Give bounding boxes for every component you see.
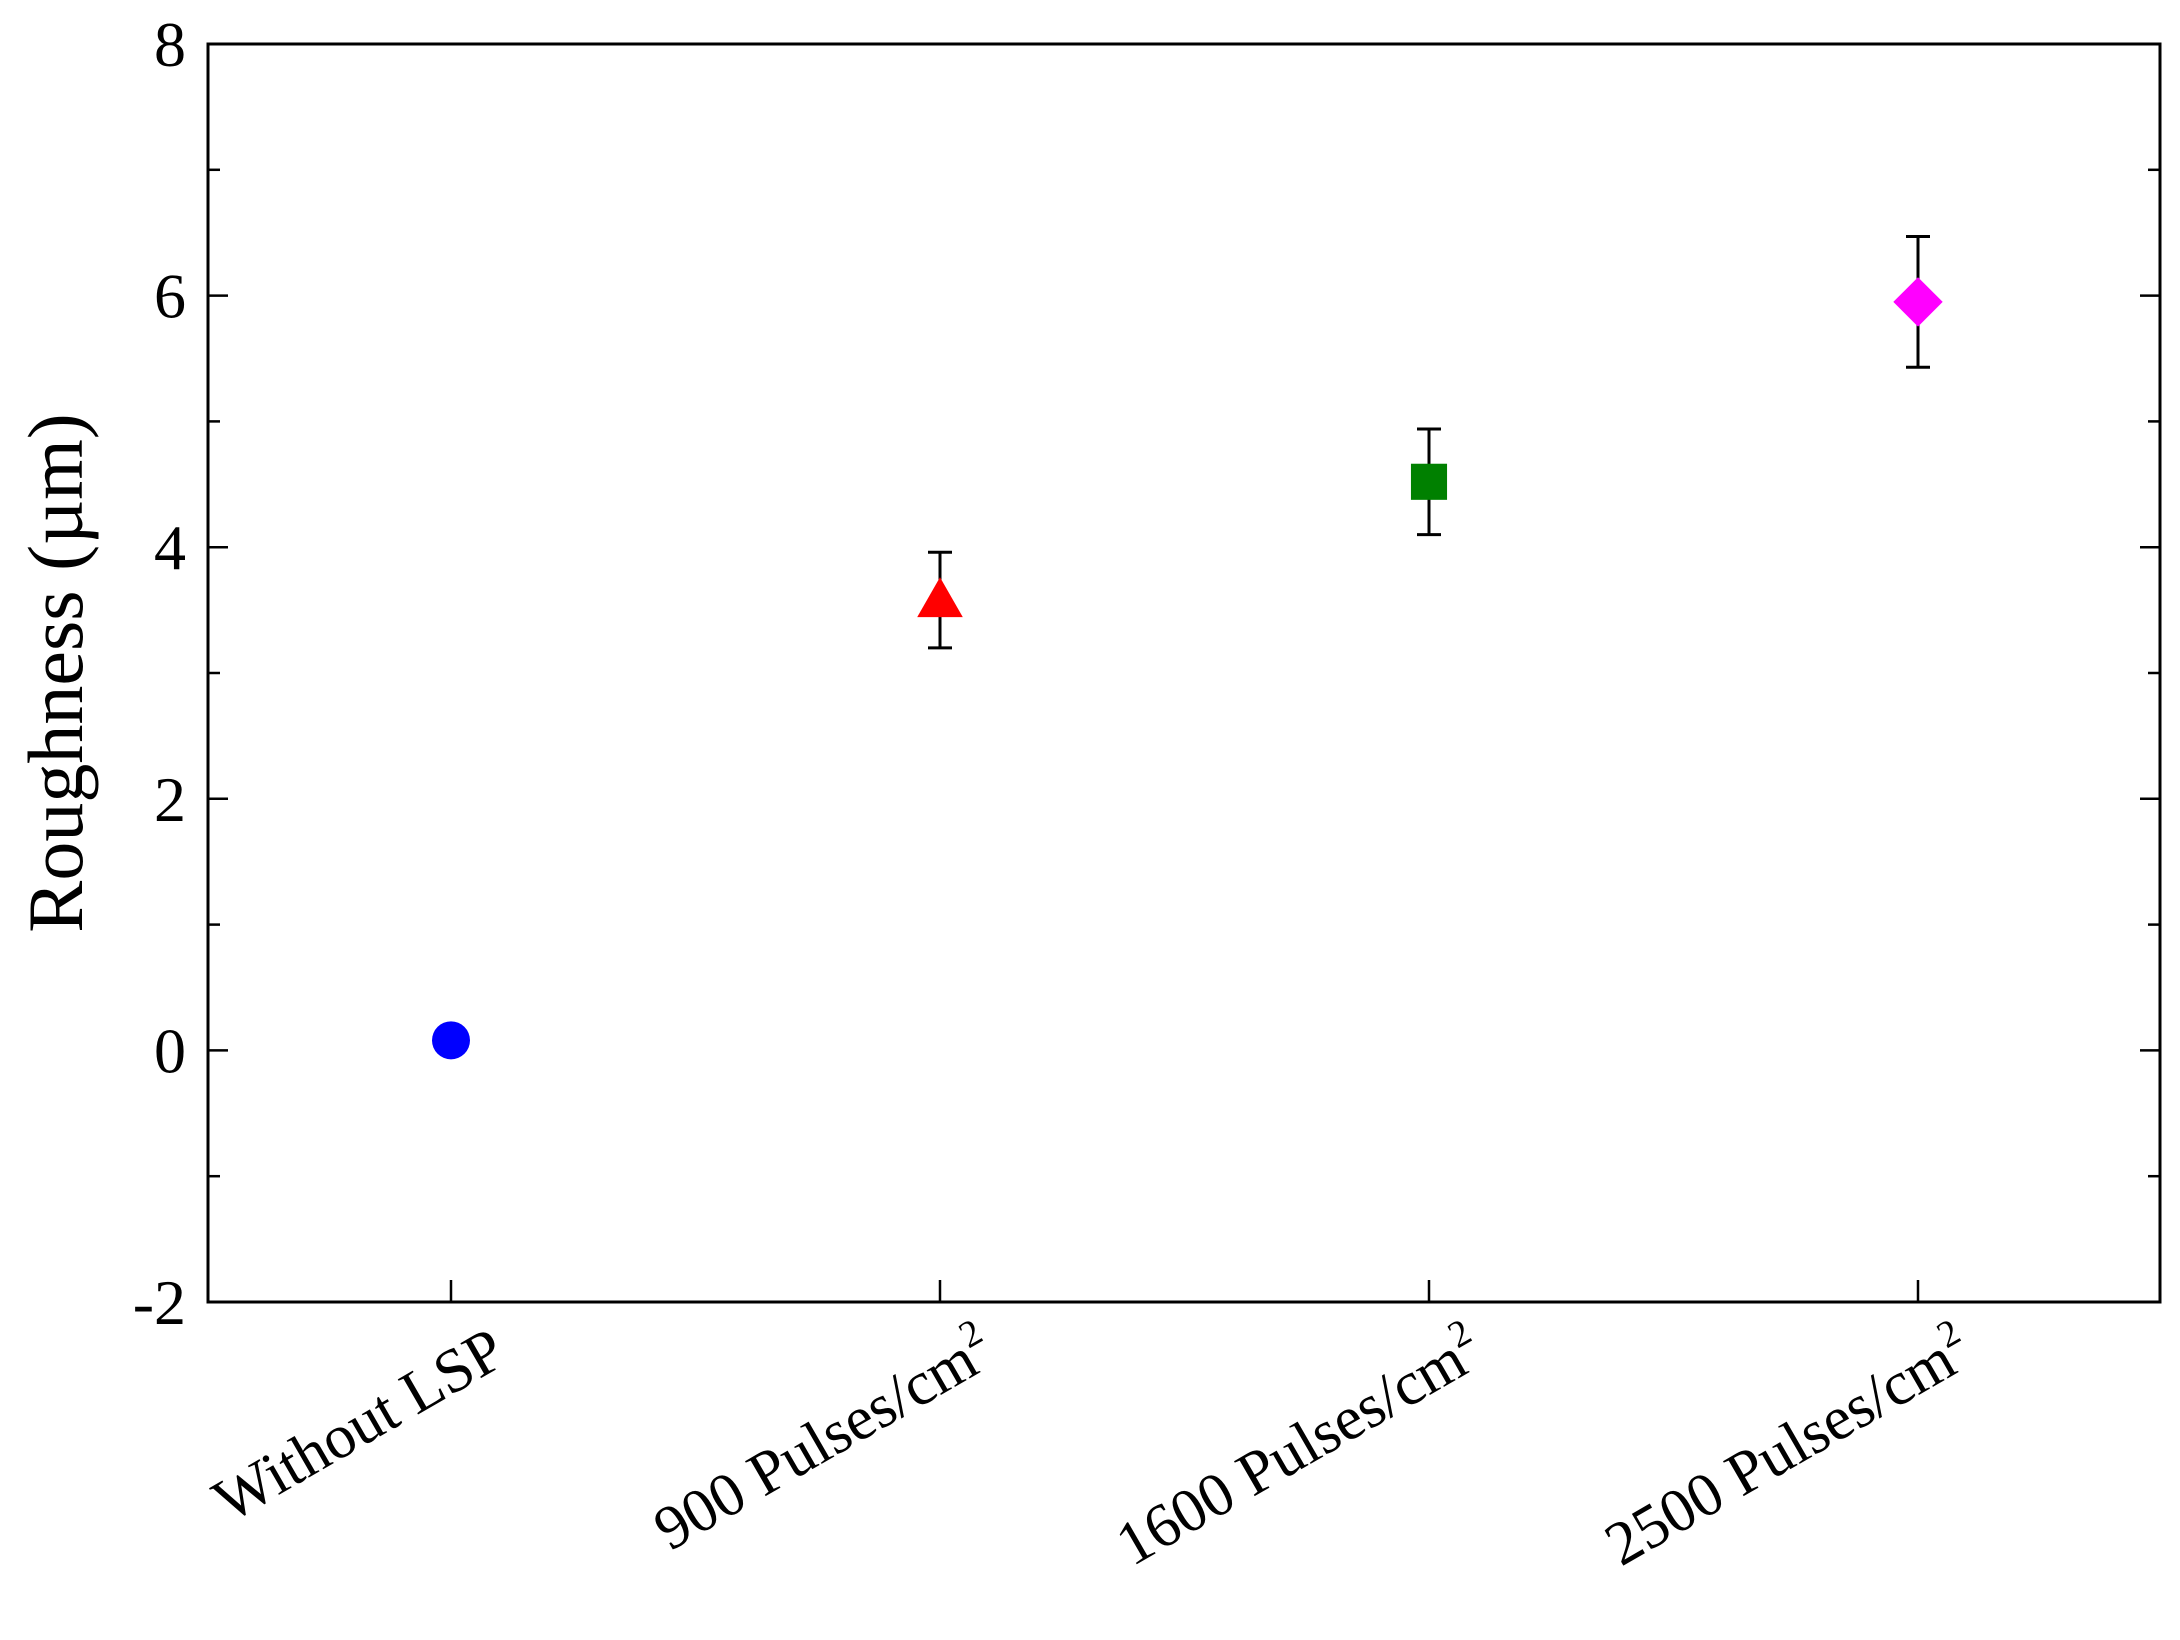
x-category-label: 900 Pulses/cm2 xyxy=(640,1311,1005,1564)
y-tick-label: 2 xyxy=(154,764,186,835)
x-category-label-text: 1600 Pulses/cm xyxy=(1105,1325,1478,1579)
y-axis-title: Roughness (µm) xyxy=(12,413,99,932)
data-point-square xyxy=(1410,463,1448,500)
data-point-diamond xyxy=(1893,277,1943,327)
y-tick-label: -2 xyxy=(133,1267,186,1338)
x-axis: Without LSP 900 Pulses/cm2 1600 Pulses/cm2… xyxy=(202,1280,1983,1579)
y-tick-label: 0 xyxy=(154,1015,186,1086)
data-point-circle xyxy=(432,1021,470,1060)
data-points xyxy=(432,234,1943,1060)
x-category-label-text: Without LSP xyxy=(202,1315,516,1535)
x-category-label-text: 2500 Pulses/cm xyxy=(1594,1325,1967,1579)
y-tick-label: 6 xyxy=(154,261,186,332)
y-axis: -2 0 2 4 6 8 xyxy=(133,9,2160,1338)
y-tick-label: 4 xyxy=(154,512,186,583)
y-tick-label: 8 xyxy=(154,9,186,80)
x-category-label: 1600 Pulses/cm2 xyxy=(1102,1311,1494,1579)
x-category-label: Without LSP xyxy=(202,1315,516,1535)
plot-frame xyxy=(206,42,2162,1304)
data-point-triangle xyxy=(917,577,963,618)
x-category-label: 2500 Pulses/cm2 xyxy=(1591,1311,1983,1579)
x-category-label-text: 900 Pulses/cm xyxy=(643,1325,989,1564)
